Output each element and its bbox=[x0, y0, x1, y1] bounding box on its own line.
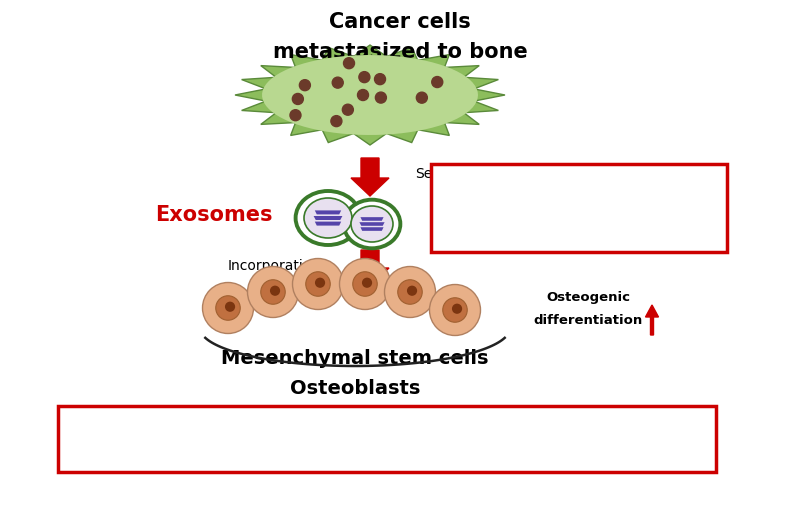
Circle shape bbox=[339, 259, 390, 310]
FancyBboxPatch shape bbox=[58, 406, 716, 472]
Circle shape bbox=[343, 58, 354, 69]
Circle shape bbox=[359, 72, 370, 83]
Ellipse shape bbox=[344, 200, 400, 248]
Circle shape bbox=[202, 282, 254, 333]
Circle shape bbox=[290, 110, 301, 121]
Circle shape bbox=[442, 298, 467, 322]
Circle shape bbox=[306, 272, 330, 296]
Text: Mesenchymal stem cells: Mesenchymal stem cells bbox=[222, 349, 489, 367]
Circle shape bbox=[407, 286, 417, 296]
Polygon shape bbox=[314, 216, 342, 220]
Polygon shape bbox=[235, 45, 505, 145]
Text: Incorporation: Incorporation bbox=[228, 259, 321, 273]
Ellipse shape bbox=[351, 206, 393, 242]
Text: differentiation: differentiation bbox=[534, 314, 642, 326]
Text: metastasized to bone: metastasized to bone bbox=[273, 42, 527, 62]
Ellipse shape bbox=[304, 198, 352, 238]
Circle shape bbox=[353, 272, 378, 296]
Circle shape bbox=[216, 296, 240, 320]
Circle shape bbox=[332, 77, 343, 88]
Circle shape bbox=[374, 74, 386, 85]
Text: Secretion: Secretion bbox=[415, 167, 481, 181]
Circle shape bbox=[375, 92, 386, 103]
Circle shape bbox=[342, 104, 354, 115]
Circle shape bbox=[416, 92, 427, 103]
FancyArrow shape bbox=[351, 250, 389, 286]
Polygon shape bbox=[314, 210, 341, 215]
Text: microRNAs: microRNAs bbox=[524, 222, 634, 240]
Circle shape bbox=[452, 304, 462, 314]
Circle shape bbox=[430, 285, 481, 335]
Circle shape bbox=[299, 80, 310, 91]
FancyBboxPatch shape bbox=[431, 164, 727, 252]
Text: Osteogenic: Osteogenic bbox=[546, 292, 630, 305]
Polygon shape bbox=[359, 222, 385, 226]
Circle shape bbox=[293, 259, 343, 310]
Circle shape bbox=[315, 278, 325, 288]
Text: Exosomes: Exosomes bbox=[155, 205, 273, 225]
Circle shape bbox=[247, 267, 298, 317]
Circle shape bbox=[362, 278, 372, 288]
Polygon shape bbox=[361, 217, 383, 221]
Text: Induction of osteoblastic lesions: Induction of osteoblastic lesions bbox=[209, 428, 566, 447]
Circle shape bbox=[358, 90, 369, 101]
Text: Cancer-secreted: Cancer-secreted bbox=[496, 183, 662, 201]
Circle shape bbox=[261, 280, 286, 304]
Text: Osteoblasts: Osteoblasts bbox=[290, 378, 420, 398]
Polygon shape bbox=[262, 55, 478, 135]
Circle shape bbox=[270, 286, 280, 296]
Ellipse shape bbox=[296, 191, 360, 245]
Circle shape bbox=[225, 302, 235, 312]
FancyArrow shape bbox=[646, 305, 658, 335]
Circle shape bbox=[292, 93, 303, 104]
Circle shape bbox=[432, 76, 442, 87]
Circle shape bbox=[331, 116, 342, 127]
Polygon shape bbox=[361, 227, 383, 231]
Text: Cancer cells: Cancer cells bbox=[329, 12, 471, 32]
Circle shape bbox=[398, 280, 422, 304]
Circle shape bbox=[385, 267, 435, 317]
Polygon shape bbox=[314, 222, 341, 226]
FancyArrow shape bbox=[351, 158, 389, 196]
